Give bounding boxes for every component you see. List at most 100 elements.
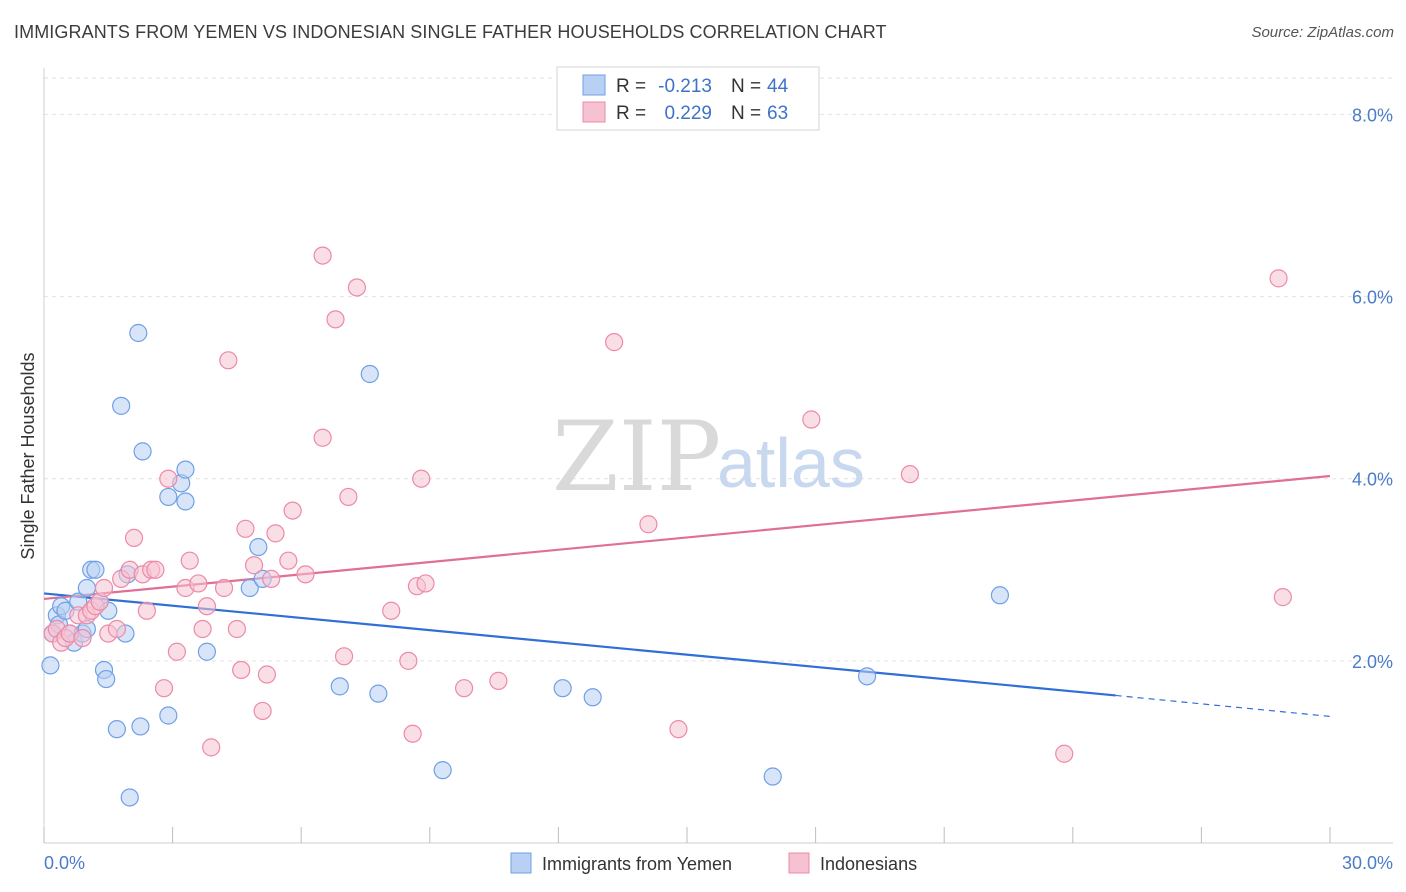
point-blue — [990, 586, 1010, 605]
legend-blue-swatch — [582, 74, 606, 96]
point-pink — [279, 551, 298, 570]
point-blue — [86, 560, 105, 579]
point-pink — [296, 565, 315, 584]
point-blue — [176, 492, 195, 511]
point-pink — [382, 601, 401, 620]
legend-blue-n-value: 44 — [767, 76, 789, 97]
bottom-legend-blue-swatch — [510, 852, 532, 874]
point-blue — [176, 460, 195, 479]
chart-source: Source: ZipAtlas.com — [1251, 24, 1394, 41]
watermark-zip: ZIP — [552, 401, 721, 513]
point-pink — [137, 601, 156, 620]
point-blue — [360, 364, 379, 384]
watermark: ZIP atlas — [552, 401, 865, 513]
point-pink — [399, 651, 418, 670]
point-pink — [347, 278, 367, 297]
point-pink — [339, 487, 358, 507]
point-pink — [669, 720, 688, 739]
point-blue — [120, 788, 139, 807]
point-blue — [77, 578, 96, 598]
point-pink — [1055, 744, 1074, 763]
legend-pink-n-label: N = — [731, 103, 761, 124]
point-pink — [167, 642, 186, 661]
point-blue — [159, 706, 178, 725]
point-pink — [244, 556, 264, 575]
point-pink — [227, 619, 246, 639]
bottom-legend: Immigrants from Yemen Indonesians — [510, 852, 917, 874]
point-pink — [1269, 269, 1288, 288]
point-pink — [412, 469, 431, 488]
x-tick-label-min: 0.0% — [44, 853, 85, 873]
data-points — [41, 246, 1292, 807]
point-pink — [489, 671, 508, 690]
axes — [43, 68, 1393, 844]
point-pink — [283, 501, 302, 520]
legend-pink-n-value: 63 — [767, 103, 788, 124]
legend-pink-r-label: R = — [616, 103, 646, 124]
point-pink — [639, 515, 658, 534]
point-pink — [73, 628, 92, 648]
point-blue — [369, 684, 388, 703]
trend-line-blue — [43, 592, 1116, 697]
point-blue — [240, 578, 259, 598]
chart-title: IMMIGRANTS FROM YEMEN VS INDONESIAN SING… — [14, 22, 887, 42]
point-pink — [454, 679, 474, 698]
point-pink — [313, 428, 332, 447]
point-pink — [193, 619, 212, 639]
point-pink — [202, 738, 221, 757]
point-pink — [236, 519, 255, 538]
point-pink — [146, 560, 165, 579]
point-pink — [232, 660, 251, 680]
point-pink — [180, 551, 199, 570]
legend-pink-r-value: 0.229 — [664, 103, 712, 124]
point-blue — [159, 487, 178, 507]
point-blue — [133, 442, 152, 461]
point-pink — [1273, 588, 1292, 607]
point-blue — [583, 688, 602, 707]
point-blue — [41, 656, 60, 675]
point-pink — [197, 597, 216, 616]
point-pink — [334, 647, 354, 666]
point-blue — [330, 677, 349, 696]
point-pink — [900, 465, 920, 484]
bottom-legend-blue-label: Immigrants from Yemen — [542, 854, 732, 874]
point-pink — [403, 724, 422, 743]
legend-blue-r-value: -0.213 — [658, 76, 712, 97]
point-blue — [112, 396, 131, 415]
bottom-legend-pink-swatch — [788, 852, 810, 874]
point-blue — [433, 761, 452, 780]
point-pink — [107, 619, 126, 639]
point-pink — [219, 351, 238, 370]
point-blue — [553, 679, 572, 698]
legend-blue-r-label: R = — [616, 76, 646, 97]
point-blue — [857, 667, 877, 686]
point-pink — [257, 665, 277, 684]
point-pink — [313, 246, 332, 265]
legend-box: R = -0.213 N = 44 R = 0.229 N = 63 — [556, 66, 820, 131]
point-pink — [416, 574, 435, 593]
bottom-legend-pink-label: Indonesians — [820, 854, 917, 874]
point-pink — [189, 574, 208, 593]
point-blue — [131, 717, 150, 736]
point-pink — [326, 310, 345, 329]
y-tick-label: 2.0% — [1352, 652, 1393, 672]
point-pink — [159, 469, 178, 488]
point-pink — [94, 578, 114, 598]
legend-pink-swatch — [582, 101, 606, 123]
point-pink — [262, 569, 281, 588]
point-pink — [605, 333, 624, 352]
y-axis-label: Single Father Households — [18, 352, 38, 559]
point-pink — [802, 410, 821, 429]
point-pink — [253, 701, 272, 721]
point-pink — [154, 679, 174, 698]
point-blue — [197, 642, 216, 661]
x-tick-label-max: 30.0% — [1342, 853, 1393, 873]
point-blue — [249, 537, 268, 557]
point-blue — [763, 767, 782, 786]
watermark-atlas: atlas — [717, 424, 865, 502]
y-tick-label: 8.0% — [1352, 105, 1393, 125]
legend-blue-n-label: N = — [731, 76, 761, 97]
trend-line-extension-blue — [1115, 694, 1331, 718]
point-pink — [124, 528, 144, 548]
